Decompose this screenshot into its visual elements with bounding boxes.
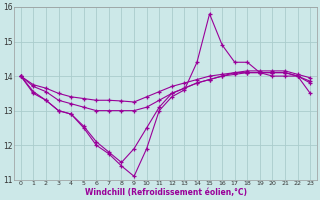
X-axis label: Windchill (Refroidissement éolien,°C): Windchill (Refroidissement éolien,°C) (84, 188, 246, 197)
